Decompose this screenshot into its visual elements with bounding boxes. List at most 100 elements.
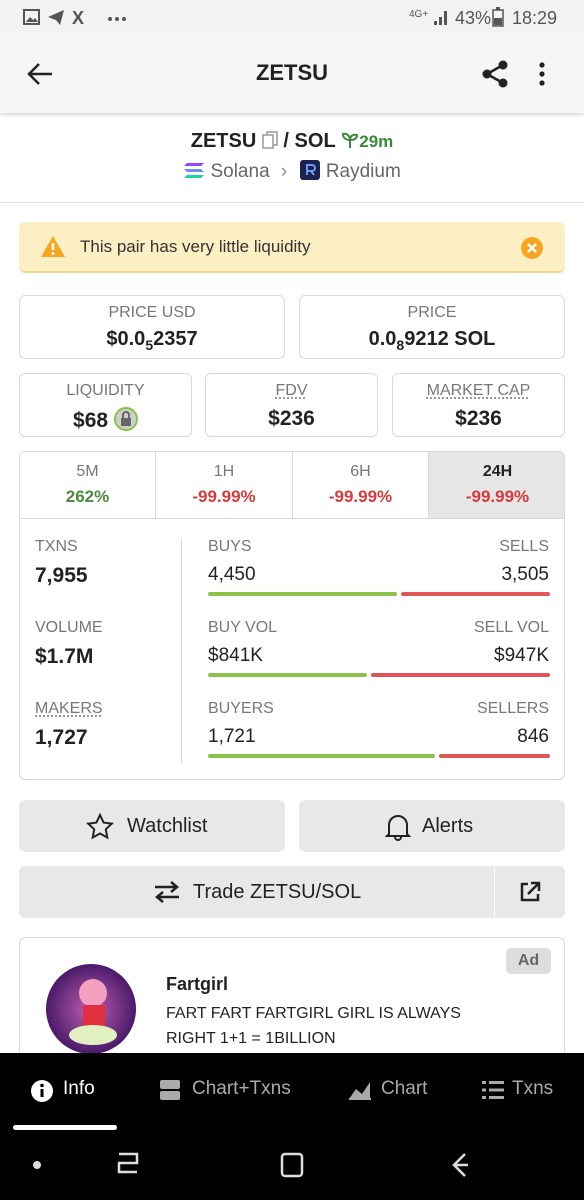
liquidity-warning: This pair has very little liquidity <box>19 222 565 273</box>
chart-txns-icon <box>160 1080 180 1100</box>
metric-label: LIQUIDITY <box>66 382 145 399</box>
page-title: ZETSU <box>255 60 329 85</box>
ad-text: FART FART FARTGIRL GIRL IS ALWAYS RIGHT … <box>166 1005 461 1047</box>
nav-item[interactable]: Chart <box>381 1078 428 1099</box>
split-label: BUYERS <box>208 700 274 717</box>
buy-bar <box>208 592 398 596</box>
metric-value: $236 <box>268 407 315 430</box>
price-usd-value: $0.052357 <box>20 328 284 353</box>
price-prefix: $0.0 <box>106 328 146 350</box>
warning-text: This pair has very little liquidity <box>80 237 311 256</box>
status-bar: X 4G+ 43% 18:29 <box>0 0 584 34</box>
back-button[interactable] <box>26 61 54 87</box>
price-value: 0.089212 SOL <box>300 328 564 353</box>
buy-bar <box>208 754 435 758</box>
metric-label: MARKET CAP <box>426 382 531 399</box>
divider <box>494 866 495 918</box>
price-zeros: 5 <box>145 337 154 353</box>
fdv-card[interactable]: FDV $236 <box>205 373 378 437</box>
stats-panel: 5M 262% 1H -99.99% 6H -99.99% 24H -99.99% TX… <box>19 451 565 780</box>
stat-label: VOLUME <box>35 619 103 636</box>
split-value: 1,721 <box>208 726 256 747</box>
buy-bar <box>208 673 367 677</box>
lock-icon <box>113 407 138 431</box>
pair-row: ZETSU / SOL 29m <box>0 130 584 153</box>
price-usd-label: PRICE USD <box>108 304 196 321</box>
price-prefix: 0.0 <box>368 328 397 350</box>
stat-label[interactable]: MAKERS <box>35 700 103 717</box>
chart-icon <box>349 1082 371 1100</box>
clock: 18:29 <box>512 8 558 28</box>
metric-number: $68 <box>73 409 109 432</box>
metric-label: FDV <box>275 382 308 399</box>
watchlist-button[interactable]: Watchlist <box>19 800 285 852</box>
external-link-icon[interactable] <box>519 881 541 903</box>
price-zeros: 8 <box>396 337 405 353</box>
pair-age: 29m <box>359 132 394 151</box>
tab-selected[interactable]: 24H -99.99% <box>429 452 564 518</box>
alerts-button[interactable]: Alerts <box>299 800 565 852</box>
share-button[interactable] <box>481 59 511 89</box>
star-icon <box>86 813 114 840</box>
tab-label: 6H <box>350 463 371 480</box>
sell-bar <box>370 673 550 677</box>
split-label: SELLS <box>499 538 549 555</box>
trade-button[interactable]: Trade ZETSU/SOL <box>19 866 565 918</box>
battery-icon <box>492 7 504 27</box>
app-bar: ZETSU <box>0 34 584 113</box>
liquidity-card: LIQUIDITY $68 <box>19 373 192 437</box>
split-label: SELL VOL <box>473 619 549 636</box>
nav-item[interactable]: Chart+Txns <box>192 1078 291 1099</box>
metric-value: $68 <box>20 407 191 433</box>
stat-value: $1.7M <box>35 645 94 668</box>
button-label: Trade ZETSU/SOL <box>193 881 362 903</box>
market-cap-card[interactable]: MARKET CAP $236 <box>392 373 565 437</box>
ad-avatar <box>46 964 136 1054</box>
dismiss-button[interactable] <box>520 236 544 260</box>
metric-value: $236 <box>455 407 502 430</box>
split-value: $947K <box>494 645 549 666</box>
info-icon <box>31 1080 53 1102</box>
button-label: Watchlist <box>127 815 208 837</box>
base-token: ZETSU <box>190 130 257 152</box>
divider <box>0 202 584 203</box>
ad-badge: Ad <box>506 948 551 974</box>
copy-icon[interactable] <box>262 131 278 149</box>
swap-icon <box>155 881 179 903</box>
raydium-icon <box>299 160 320 180</box>
price-digits: 9212 SOL <box>404 328 496 350</box>
tab[interactable]: 1H -99.99% <box>156 452 293 518</box>
tab[interactable]: 5M 262% <box>20 452 156 518</box>
solana-icon <box>184 163 205 178</box>
nav-item[interactable]: Info <box>63 1078 95 1099</box>
split-label: BUY VOL <box>208 619 278 636</box>
tab-change: -99.99% <box>192 487 256 506</box>
signal-icon <box>434 11 447 25</box>
nav-item[interactable]: Txns <box>512 1078 554 1099</box>
stat-label: TXNS <box>35 538 78 555</box>
dex[interactable]: Raydium <box>325 161 401 182</box>
quote-token: SOL <box>294 130 336 152</box>
nav-indicator <box>13 1125 117 1130</box>
ad-title: Fartgirl <box>166 974 229 994</box>
sell-bar <box>438 754 550 758</box>
chain-row: Solana › Raydium <box>0 159 584 183</box>
divider <box>181 538 182 763</box>
svg-text:X: X <box>72 8 84 28</box>
button-label: Alerts <box>422 815 474 837</box>
network: 4G+ <box>409 9 429 20</box>
tab-change: -99.99% <box>465 487 530 506</box>
split-label: SELLERS <box>476 700 549 717</box>
tab-change: 262% <box>65 487 110 506</box>
tab[interactable]: 6H -99.99% <box>293 452 429 518</box>
stat-value: 1,727 <box>35 726 88 749</box>
split-value: 846 <box>517 726 549 747</box>
menu-button[interactable] <box>536 61 548 87</box>
separator: / <box>283 130 289 152</box>
stat-value: 7,955 <box>35 564 88 587</box>
chain[interactable]: Solana <box>210 161 270 182</box>
price-native-card: PRICE 0.089212 SOL <box>299 295 565 359</box>
tab-label: 5M <box>76 463 99 480</box>
price-digits: 2357 <box>153 328 198 350</box>
